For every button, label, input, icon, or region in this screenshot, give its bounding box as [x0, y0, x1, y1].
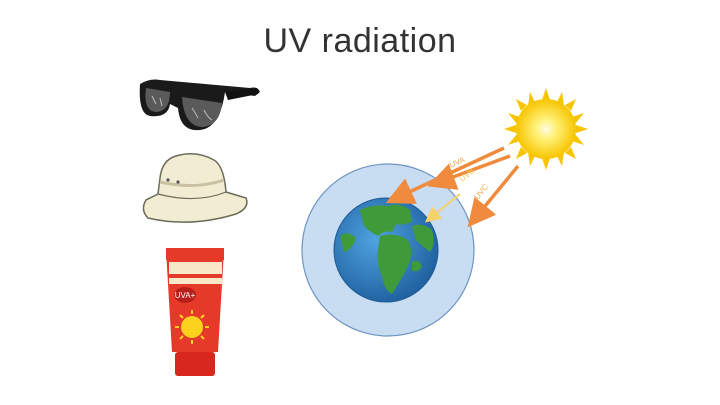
bucket-hat-icon	[142, 153, 248, 223]
sunscreen-tube-icon: UVA+	[166, 248, 224, 376]
uv-ray-uvc: UVC	[467, 164, 520, 228]
uva-plus-label: UVA+	[175, 291, 196, 300]
sunglasses-icon	[139, 79, 260, 131]
slide-title: UV radiation	[263, 22, 457, 60]
earth-globe-icon	[333, 197, 439, 303]
uvc-label: UVC	[472, 182, 490, 201]
sun-icon	[504, 88, 588, 170]
